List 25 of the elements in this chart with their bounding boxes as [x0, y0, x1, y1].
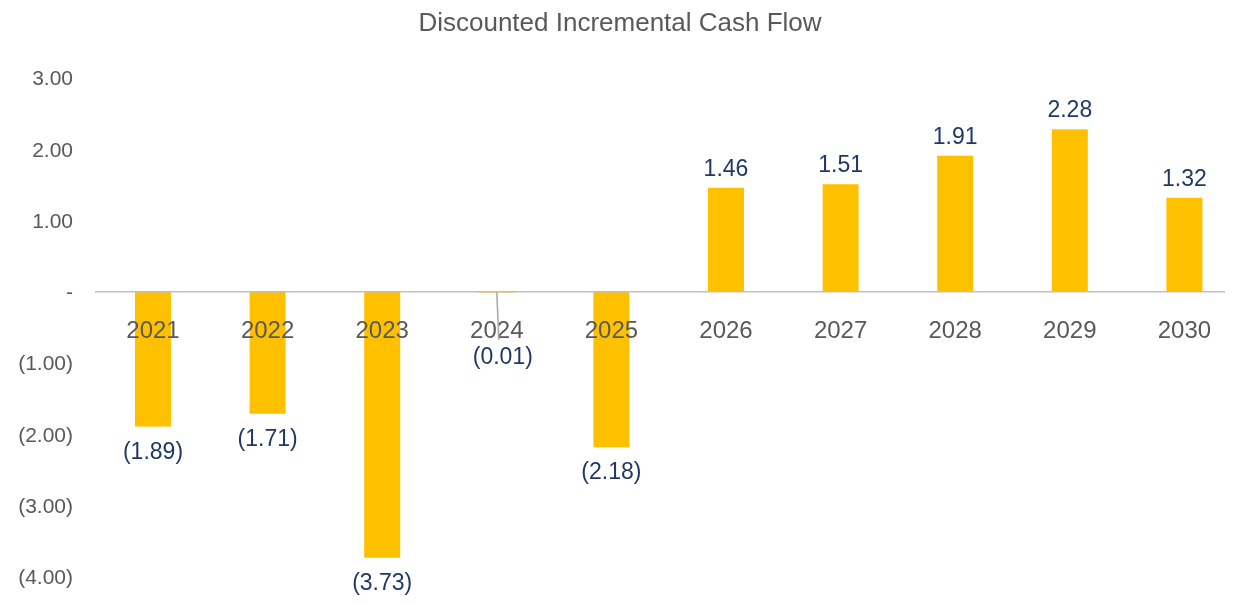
data-label: 2.28	[1047, 96, 1093, 123]
y-tick-label: -	[66, 280, 73, 304]
chart-title: Discounted Incremental Cash Flow	[418, 7, 822, 37]
data-label: (1.89)	[122, 437, 184, 464]
data-label: (2.18)	[581, 458, 642, 485]
data-label: (0.01)	[472, 342, 533, 369]
y-tick-label: (1.00)	[18, 351, 73, 375]
y-tick-label: (2.00)	[18, 422, 73, 446]
x-tick-label: 2027	[813, 315, 868, 343]
data-label: (3.73)	[352, 568, 413, 595]
x-tick-label: 2029	[1043, 315, 1097, 343]
y-tick-label: 2.00	[32, 137, 73, 161]
y-tick-label: (4.00)	[18, 565, 73, 589]
y-tick-label: (3.00)	[18, 494, 73, 518]
data-label: 1.32	[1162, 164, 1207, 191]
y-tick-label: 1.00	[32, 208, 73, 232]
data-label: 1.46	[703, 154, 749, 181]
data-label: (1.71)	[237, 424, 298, 451]
x-tick-label: 2024	[470, 315, 524, 343]
x-tick-label: 2026	[699, 315, 753, 343]
x-tick-label: 2028	[928, 315, 982, 343]
x-tick-label: 2030	[1157, 315, 1212, 343]
data-label: 1.91	[932, 122, 978, 149]
data-label: 1.51	[818, 151, 863, 178]
y-tick-label: 3.00	[32, 66, 73, 90]
